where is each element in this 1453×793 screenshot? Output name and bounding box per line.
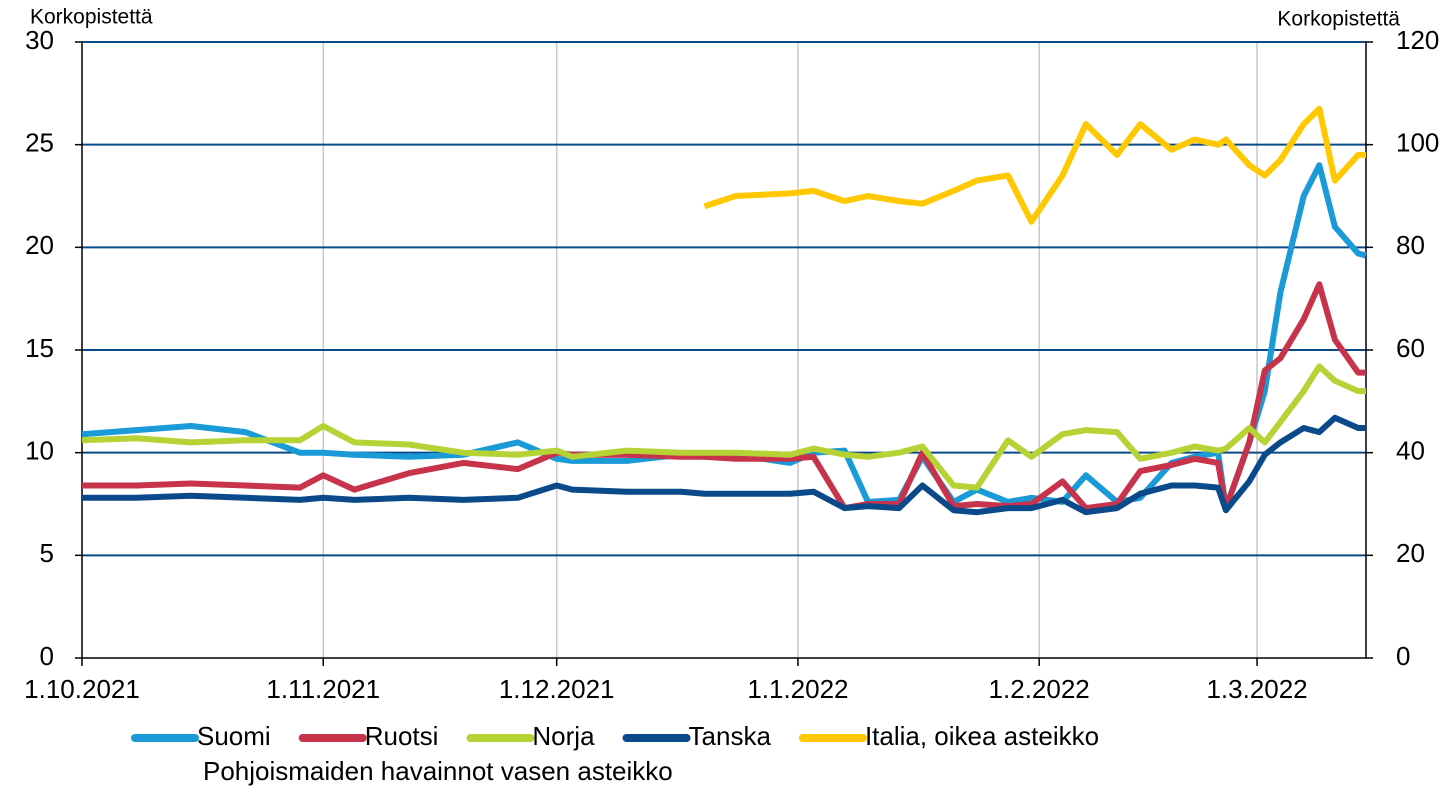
y-tick-label: 0 xyxy=(40,641,54,671)
series-line xyxy=(81,363,1366,491)
legend-label: Tanska xyxy=(689,721,772,751)
series-line xyxy=(82,414,1366,516)
y-tick-label: 30 xyxy=(25,25,54,55)
x-tick-label: 1.3.2022 xyxy=(1206,674,1307,704)
y2-tick-label: 20 xyxy=(1396,538,1425,568)
y-tick-label: 15 xyxy=(25,333,54,363)
series-line xyxy=(82,281,1366,512)
x-tick-label: 1.12.2021 xyxy=(499,674,615,704)
y-tick-label: 5 xyxy=(40,538,54,568)
x-tick-label: 1.1.2022 xyxy=(747,674,848,704)
x-tick-label: 1.11.2021 xyxy=(266,674,380,704)
y2-axis-label: Korkopistettä xyxy=(1277,8,1400,31)
note: Pohjoismaiden havainnot vasen asteikko xyxy=(203,756,673,786)
y2-tick-label: 100 xyxy=(1396,128,1439,158)
y2-tick-label: 120 xyxy=(1396,25,1439,55)
legend-label: Ruotsi xyxy=(365,721,439,751)
y2-tick-label: 0 xyxy=(1396,641,1410,671)
legend-label: Italia, oikea asteikko xyxy=(865,721,1099,751)
legend-label: Norja xyxy=(532,721,595,751)
y2-tick-label: 60 xyxy=(1396,333,1425,363)
y-tick-label: 20 xyxy=(25,230,54,260)
y-tick-label: 25 xyxy=(25,128,54,158)
x-tick-label: 1.10.2021 xyxy=(24,674,140,704)
series-line xyxy=(703,105,1366,225)
legend-label: Suomi xyxy=(197,721,271,751)
y-tick-label: 10 xyxy=(25,436,54,466)
x-tick-label: 1.2.2022 xyxy=(989,674,1090,704)
y-axis-label: Korkopistettä xyxy=(30,6,153,29)
y2-tick-label: 80 xyxy=(1396,230,1425,260)
y2-tick-label: 40 xyxy=(1396,436,1425,466)
